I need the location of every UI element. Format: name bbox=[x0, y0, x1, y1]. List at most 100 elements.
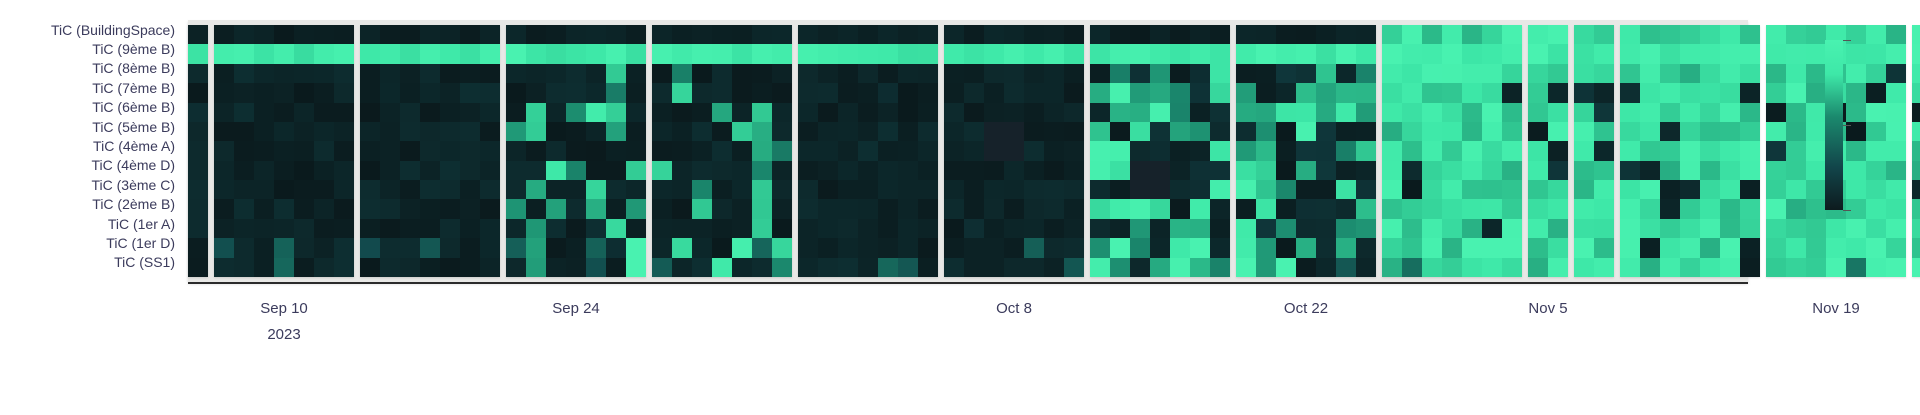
heatmap-cell[interactable] bbox=[254, 161, 274, 180]
heatmap-cell[interactable] bbox=[606, 25, 626, 44]
heatmap-cell[interactable] bbox=[858, 199, 878, 218]
heatmap-cell[interactable] bbox=[838, 64, 858, 83]
heatmap-cell[interactable] bbox=[1574, 25, 1594, 44]
heatmap-cell[interactable] bbox=[188, 83, 208, 102]
heatmap-cell[interactable] bbox=[188, 25, 208, 44]
heatmap-cell[interactable] bbox=[818, 141, 838, 160]
heatmap-cell[interactable] bbox=[652, 141, 672, 160]
heatmap-cell[interactable] bbox=[1422, 141, 1442, 160]
heatmap-cell[interactable] bbox=[1064, 219, 1084, 238]
heatmap-cell[interactable] bbox=[334, 83, 354, 102]
heatmap-cell[interactable] bbox=[234, 161, 254, 180]
heatmap-cell[interactable] bbox=[858, 161, 878, 180]
heatmap-cell[interactable] bbox=[1720, 25, 1740, 44]
heatmap-cell[interactable] bbox=[1090, 161, 1110, 180]
heatmap-cell[interactable] bbox=[752, 25, 772, 44]
heatmap-cell[interactable] bbox=[214, 83, 234, 102]
heatmap-cell[interactable] bbox=[526, 141, 546, 160]
heatmap-cell[interactable] bbox=[440, 64, 460, 83]
heatmap-cell[interactable] bbox=[1740, 64, 1760, 83]
heatmap-cell[interactable] bbox=[772, 83, 792, 102]
heatmap-cell[interactable] bbox=[1064, 238, 1084, 257]
heatmap-cell[interactable] bbox=[1316, 25, 1336, 44]
heatmap-cell[interactable] bbox=[1740, 44, 1760, 63]
heatmap-cell[interactable] bbox=[314, 44, 334, 63]
heatmap-cell[interactable] bbox=[1110, 103, 1130, 122]
heatmap-cell[interactable] bbox=[1482, 64, 1502, 83]
heatmap-cell[interactable] bbox=[1150, 141, 1170, 160]
heatmap-cell[interactable] bbox=[360, 103, 380, 122]
heatmap-cell[interactable] bbox=[1594, 64, 1614, 83]
heatmap-cell[interactable] bbox=[1740, 238, 1760, 257]
heatmap-cell[interactable] bbox=[964, 141, 984, 160]
heatmap-cell[interactable] bbox=[1064, 161, 1084, 180]
heatmap-cell[interactable] bbox=[294, 64, 314, 83]
heatmap-cell[interactable] bbox=[878, 258, 898, 277]
heatmap-cell[interactable] bbox=[1090, 83, 1110, 102]
heatmap-cell[interactable] bbox=[1866, 238, 1886, 257]
heatmap-cell[interactable] bbox=[400, 64, 420, 83]
heatmap-cell[interactable] bbox=[314, 141, 334, 160]
heatmap-cell[interactable] bbox=[1170, 199, 1190, 218]
heatmap-cell[interactable] bbox=[1024, 199, 1044, 218]
heatmap-cell[interactable] bbox=[1740, 258, 1760, 277]
heatmap-cell[interactable] bbox=[984, 25, 1004, 44]
heatmap-cell[interactable] bbox=[1912, 258, 1920, 277]
heatmap-cell[interactable] bbox=[1620, 180, 1640, 199]
heatmap-cell[interactable] bbox=[818, 44, 838, 63]
heatmap-cell[interactable] bbox=[586, 25, 606, 44]
heatmap-cell[interactable] bbox=[460, 64, 480, 83]
heatmap-cell[interactable] bbox=[918, 219, 938, 238]
heatmap-cell[interactable] bbox=[460, 103, 480, 122]
heatmap-cell[interactable] bbox=[672, 122, 692, 141]
heatmap-cell[interactable] bbox=[1316, 122, 1336, 141]
heatmap-cell[interactable] bbox=[1574, 122, 1594, 141]
heatmap-cell[interactable] bbox=[1806, 44, 1826, 63]
heatmap-cell[interactable] bbox=[1210, 83, 1230, 102]
heatmap-cell[interactable] bbox=[1276, 199, 1296, 218]
heatmap-cell[interactable] bbox=[1336, 122, 1356, 141]
heatmap-cell[interactable] bbox=[1004, 161, 1024, 180]
heatmap-cell[interactable] bbox=[1620, 83, 1640, 102]
heatmap-cell[interactable] bbox=[1190, 64, 1210, 83]
heatmap-cell[interactable] bbox=[1130, 64, 1150, 83]
heatmap-cell[interactable] bbox=[964, 122, 984, 141]
heatmap-cell[interactable] bbox=[606, 161, 626, 180]
heatmap-cell[interactable] bbox=[652, 199, 672, 218]
heatmap-cell[interactable] bbox=[1210, 25, 1230, 44]
heatmap-cell[interactable] bbox=[1044, 238, 1064, 257]
heatmap-cell[interactable] bbox=[460, 258, 480, 277]
heatmap-cell[interactable] bbox=[1356, 103, 1376, 122]
heatmap-cell[interactable] bbox=[420, 103, 440, 122]
heatmap-cell[interactable] bbox=[1024, 141, 1044, 160]
heatmap-cell[interactable] bbox=[1170, 83, 1190, 102]
heatmap-cell[interactable] bbox=[1548, 122, 1568, 141]
heatmap-cell[interactable] bbox=[1720, 64, 1740, 83]
heatmap-cell[interactable] bbox=[838, 103, 858, 122]
heatmap-cell[interactable] bbox=[480, 219, 500, 238]
heatmap-cell[interactable] bbox=[420, 44, 440, 63]
heatmap-cell[interactable] bbox=[692, 161, 712, 180]
heatmap-cell[interactable] bbox=[1190, 44, 1210, 63]
heatmap-cell[interactable] bbox=[1594, 258, 1614, 277]
heatmap-cell[interactable] bbox=[1170, 219, 1190, 238]
heatmap-cell[interactable] bbox=[818, 64, 838, 83]
heatmap-cell[interactable] bbox=[1422, 103, 1442, 122]
heatmap-cell[interactable] bbox=[838, 83, 858, 102]
heatmap-cell[interactable] bbox=[712, 258, 732, 277]
heatmap-cell[interactable] bbox=[798, 238, 818, 257]
heatmap-cell[interactable] bbox=[818, 122, 838, 141]
heatmap-cell[interactable] bbox=[566, 180, 586, 199]
heatmap-cell[interactable] bbox=[1528, 44, 1548, 63]
heatmap-cell[interactable] bbox=[606, 258, 626, 277]
heatmap-cell[interactable] bbox=[1720, 180, 1740, 199]
heatmap-cell[interactable] bbox=[1620, 44, 1640, 63]
heatmap-cell[interactable] bbox=[1740, 219, 1760, 238]
heatmap-cell[interactable] bbox=[1462, 238, 1482, 257]
heatmap-cell[interactable] bbox=[1402, 64, 1422, 83]
heatmap-cell[interactable] bbox=[546, 83, 566, 102]
heatmap-cell[interactable] bbox=[440, 180, 460, 199]
heatmap-cell[interactable] bbox=[672, 141, 692, 160]
heatmap-cell[interactable] bbox=[1846, 258, 1866, 277]
heatmap-cell[interactable] bbox=[1786, 180, 1806, 199]
